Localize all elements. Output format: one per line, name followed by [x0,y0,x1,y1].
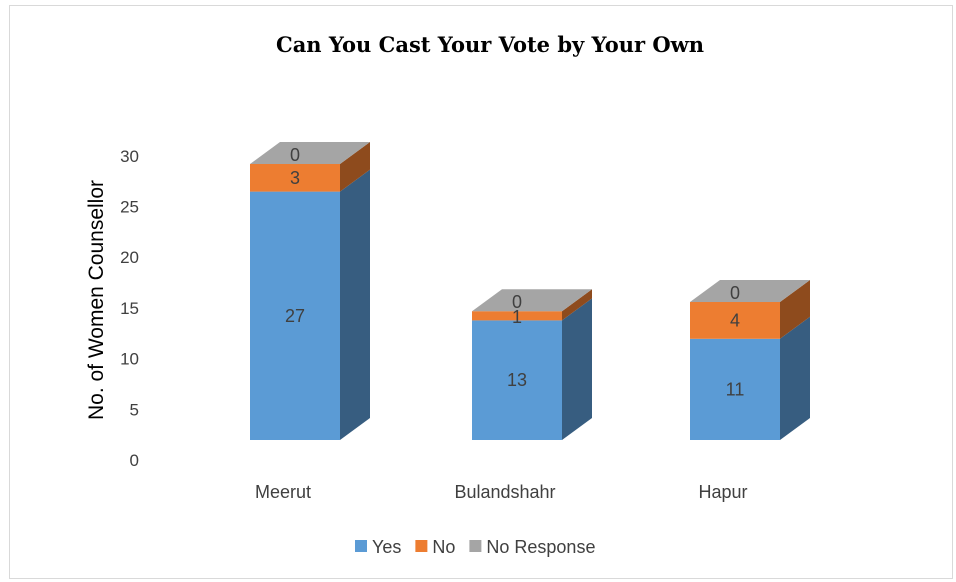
data-label: 4 [730,310,740,330]
data-label: 0 [512,292,522,312]
y-axis-ticks: 0 5 10 15 20 25 30 [120,147,139,470]
y-tick-label: 15 [120,299,139,318]
y-tick-label: 20 [120,248,139,267]
category-label: Bulandshahr [454,482,555,502]
chart-title: Can You Cast Your Vote by Your Own [276,32,704,57]
y-tick-label: 30 [120,147,139,166]
legend-swatch [355,540,367,552]
bar-meerut-yes [250,169,370,440]
category-label: Meerut [255,482,311,502]
bar-hapur-yes [690,316,810,440]
y-tick-label: 25 [120,198,139,217]
data-label: 3 [290,168,300,188]
data-label: 1 [512,307,522,327]
bar-hapur-no [690,280,810,339]
y-tick-label: 10 [120,350,139,369]
bar-top-hapur [690,280,810,302]
data-label: 11 [726,379,745,399]
y-tick-label: 5 [130,400,139,419]
bars [250,142,810,440]
legend: Yes No No Response [355,537,595,557]
category-label: Hapur [698,482,747,502]
bar-bulandshahr-no [472,289,592,321]
legend-label: Yes [372,537,401,557]
bar-top-meerut [250,142,370,164]
data-label: 0 [730,283,740,303]
data-label: 13 [507,370,527,390]
legend-swatch [415,540,428,552]
legend-label: No Response [486,537,595,557]
legend-swatch [469,540,482,552]
bar-bulandshahr-yes [472,298,592,440]
bar-top-bulandshahr [472,289,592,312]
legend-label: No [432,537,455,557]
data-label: 0 [290,145,300,165]
x-axis-categories: Meerut Bulandshahr Hapur [255,482,748,502]
bar-meerut-no [250,142,370,192]
y-tick-label: 0 [130,451,139,470]
y-axis-label: No. of Women Counsellor [85,180,108,420]
data-label: 27 [285,306,305,326]
